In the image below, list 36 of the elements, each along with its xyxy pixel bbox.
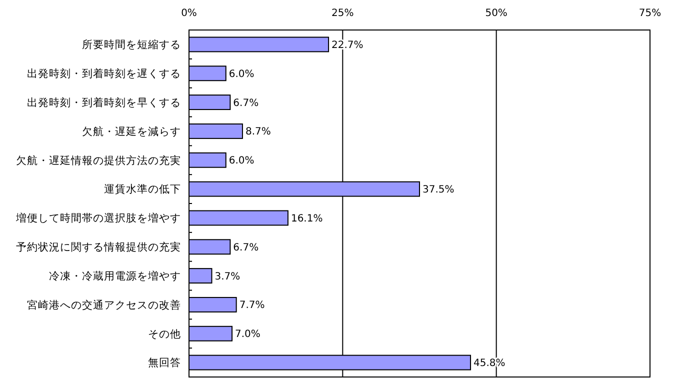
data-label: 3.7% bbox=[214, 271, 240, 282]
data-label: 6.7% bbox=[233, 98, 259, 109]
data-label: 6.7% bbox=[233, 242, 259, 254]
data-label: 7.7% bbox=[239, 300, 265, 312]
bar bbox=[188, 210, 288, 226]
y-tick-label: 運賃水準の低下 bbox=[104, 182, 181, 196]
data-label: 37.5% bbox=[422, 184, 454, 196]
y-tick-label: 予約状況に関する情報提供の充実 bbox=[16, 240, 181, 254]
bar bbox=[188, 36, 330, 52]
y-tick-label: 増便して時間帯の選択肢を増やす bbox=[15, 212, 181, 225]
y-tick-label: 冷凍・冷蔵用電源を増やす bbox=[49, 269, 181, 282]
data-label: 16.1% bbox=[290, 213, 323, 224]
y-tick-label: 出発時刻・到着時刻を遅くする bbox=[27, 67, 181, 80]
x-tick-label: 75% bbox=[638, 8, 662, 19]
y-tick-label: 出発時刻・到着時刻を早くする bbox=[27, 96, 181, 109]
x-tick-label: 25% bbox=[332, 8, 354, 19]
data-label: 8.7% bbox=[245, 126, 271, 138]
x-tick-label: 0% bbox=[181, 8, 197, 19]
bar bbox=[188, 268, 212, 284]
y-tick-label: 宮崎港への交通アクセスの改善 bbox=[27, 298, 181, 312]
bar bbox=[188, 152, 226, 168]
y-tick-label: その他 bbox=[148, 328, 181, 340]
bar bbox=[188, 123, 243, 139]
y-tick-label: 無回答 bbox=[148, 357, 181, 370]
data-label: 6.0% bbox=[228, 68, 254, 80]
y-tick-label: 所要時間を短縮する bbox=[82, 38, 181, 52]
bar bbox=[188, 326, 233, 342]
bar bbox=[188, 66, 226, 82]
data-label: 7.0% bbox=[235, 329, 260, 340]
data-label: 6.0% bbox=[228, 156, 254, 167]
bar bbox=[188, 94, 231, 110]
y-tick-label: 欠航・遅延を減らす bbox=[82, 124, 181, 138]
x-tick-label: 50% bbox=[485, 8, 508, 19]
y-tick-label: 欠航・遅延情報の提供方法の充実 bbox=[16, 154, 181, 167]
bar bbox=[188, 239, 231, 255]
bar bbox=[188, 296, 237, 312]
